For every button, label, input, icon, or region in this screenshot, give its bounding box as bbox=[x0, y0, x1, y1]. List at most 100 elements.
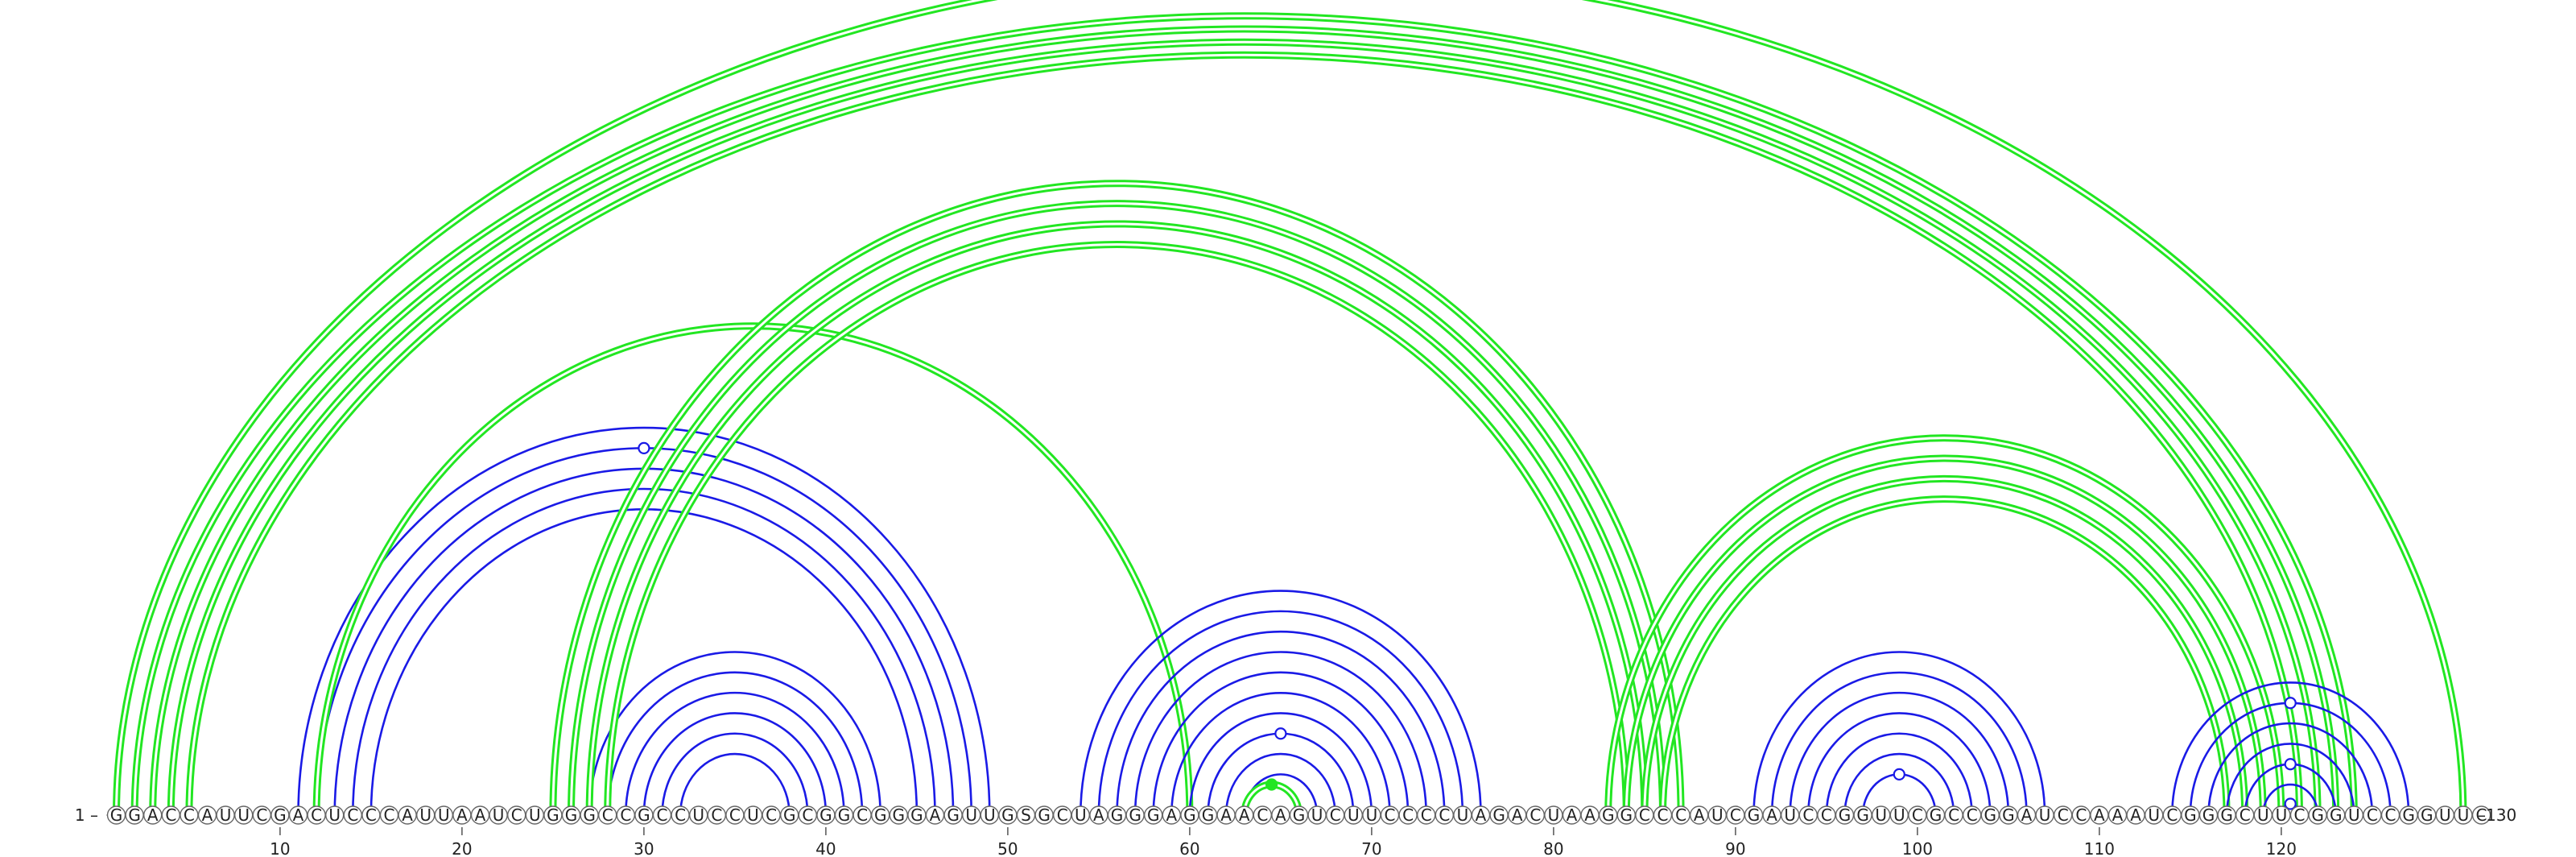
base-pair-arc bbox=[297, 426, 991, 816]
nucleotide: S bbox=[1016, 805, 1036, 825]
nucleotide: U bbox=[1871, 805, 1891, 825]
nucleotide: G bbox=[1489, 805, 1509, 825]
nucleotide-letter: G bbox=[1602, 805, 1615, 825]
nucleotide: C bbox=[2363, 805, 2382, 825]
tick-label: 70 bbox=[1361, 839, 1381, 857]
nucleotide-letter: C bbox=[2240, 805, 2251, 825]
nucleotide-letter: U bbox=[419, 805, 431, 825]
nucleotide-letter: C bbox=[365, 805, 377, 825]
base-pair-arc bbox=[1789, 691, 2010, 816]
nucleotide: G bbox=[907, 805, 927, 825]
nucleotide-letter: C bbox=[711, 805, 722, 825]
nucleotide: C bbox=[1635, 805, 1654, 825]
nucleotide: C bbox=[161, 805, 181, 825]
nucleotide-letter: G bbox=[128, 805, 141, 825]
nucleotide-letter: U bbox=[2148, 805, 2160, 825]
tick-label: 120 bbox=[2266, 839, 2297, 857]
nucleotide: U bbox=[2253, 805, 2273, 825]
nucleotide-letter: A bbox=[1093, 805, 1104, 825]
nucleotide: U bbox=[1307, 805, 1327, 825]
base-pair-arc bbox=[1861, 768, 1937, 816]
nucleotide-letter: G bbox=[1001, 805, 1014, 825]
nucleotide: U bbox=[1707, 805, 1728, 825]
nucleotide: U bbox=[2454, 805, 2473, 825]
nucleotide-letter: U bbox=[1875, 805, 1887, 825]
base-pair-arc bbox=[585, 220, 1649, 816]
nucleotide-letter: A bbox=[1584, 805, 1596, 825]
base-pair-arc bbox=[312, 322, 1194, 816]
nucleotide-letter: C bbox=[1402, 805, 1414, 825]
nucleotide-letter: G bbox=[819, 805, 832, 825]
nucleotide: A bbox=[2017, 805, 2037, 825]
nucleotide: C bbox=[1817, 805, 1836, 825]
nucleotide: C bbox=[2235, 805, 2255, 825]
nucleotide-letter: C bbox=[1639, 805, 1650, 825]
nucleotide: A bbox=[1580, 805, 1600, 825]
base-pair-arc bbox=[1770, 671, 2028, 816]
nucleotide: A bbox=[1471, 805, 1491, 825]
base-pair-arc bbox=[1641, 474, 2249, 816]
nucleotide-letter: G bbox=[1202, 805, 1215, 825]
nucleotide: C bbox=[1525, 805, 1546, 825]
nucleotide: A bbox=[1562, 805, 1582, 825]
nucleotide-letter: G bbox=[2220, 805, 2233, 825]
nucleotide: C bbox=[2053, 805, 2073, 825]
nucleotide: C bbox=[2071, 805, 2091, 825]
nucleotide: C bbox=[379, 805, 399, 825]
nucleotide-letter: A bbox=[2021, 805, 2033, 825]
tick-label: 90 bbox=[1725, 839, 1745, 857]
nucleotide-letter: G bbox=[783, 805, 796, 825]
base-pair-arc bbox=[1659, 495, 2231, 816]
nucleotide: C bbox=[2289, 805, 2310, 825]
nucleotide: G bbox=[580, 805, 599, 825]
nucleotide: U bbox=[2435, 805, 2455, 825]
base-pair-arc bbox=[1097, 610, 1464, 816]
nucleotide: G bbox=[943, 805, 963, 825]
base-pair-arc bbox=[568, 200, 1666, 816]
nucleotide-letter: U bbox=[1548, 805, 1560, 825]
tick-label: 60 bbox=[1179, 839, 1199, 857]
nucleotide-letter: A bbox=[1476, 805, 1487, 825]
nucleotide-letter: U bbox=[965, 805, 977, 825]
nucleotide: G bbox=[1289, 805, 1309, 825]
nucleotide-letter: C bbox=[347, 805, 358, 825]
nucleotide-letter: G bbox=[1038, 805, 1051, 825]
nucleotide-letter: A bbox=[2094, 805, 2105, 825]
base-pair-arc bbox=[352, 487, 936, 816]
nucleotide-letter: G bbox=[1620, 805, 1633, 825]
base-pair-arc bbox=[1622, 454, 2267, 816]
nucleotide-letter: A bbox=[1166, 805, 1177, 825]
nucleotide: G bbox=[834, 805, 854, 825]
nucleotide-letter: G bbox=[1856, 805, 1869, 825]
arc-marker bbox=[638, 441, 650, 454]
nucleotide: A bbox=[1762, 805, 1781, 825]
nucleotide: G bbox=[270, 805, 290, 825]
arcs-layer bbox=[113, 0, 2467, 816]
nucleotide: U bbox=[2144, 805, 2164, 825]
nucleotide: C bbox=[1325, 805, 1345, 825]
nucleotide: G bbox=[106, 805, 126, 825]
nucleotide: G bbox=[1107, 805, 1127, 825]
nucleotide: G bbox=[1744, 805, 1764, 825]
nucleotide: U bbox=[434, 805, 453, 825]
base-pair-arc bbox=[2244, 758, 2337, 816]
nucleotide-letter: U bbox=[1784, 805, 1796, 825]
base-pair-arc bbox=[1241, 778, 1302, 816]
nucleotide-letter: C bbox=[1530, 805, 1541, 825]
nucleotide: A bbox=[288, 805, 308, 825]
nucleotide-letter: U bbox=[2348, 805, 2360, 825]
nucleotide-letter: G bbox=[910, 805, 923, 825]
nucleotide: U bbox=[743, 805, 763, 825]
nucleotide: C bbox=[1380, 805, 1400, 825]
nucleotide: G bbox=[2399, 805, 2418, 825]
base-pair-arc bbox=[549, 179, 1685, 816]
nucleotide: G bbox=[1999, 805, 2018, 825]
nucleotide: A bbox=[142, 805, 163, 825]
nucleotide-letter: U bbox=[2276, 805, 2288, 825]
nucleotide: C bbox=[2380, 805, 2401, 825]
nucleotide-letter: C bbox=[1802, 805, 1814, 825]
nucleotide: G bbox=[1616, 805, 1637, 825]
nucleotide: C bbox=[1908, 805, 1927, 825]
nucleotide-letter: G bbox=[1183, 805, 1196, 825]
nucleotide: C bbox=[2162, 805, 2182, 825]
